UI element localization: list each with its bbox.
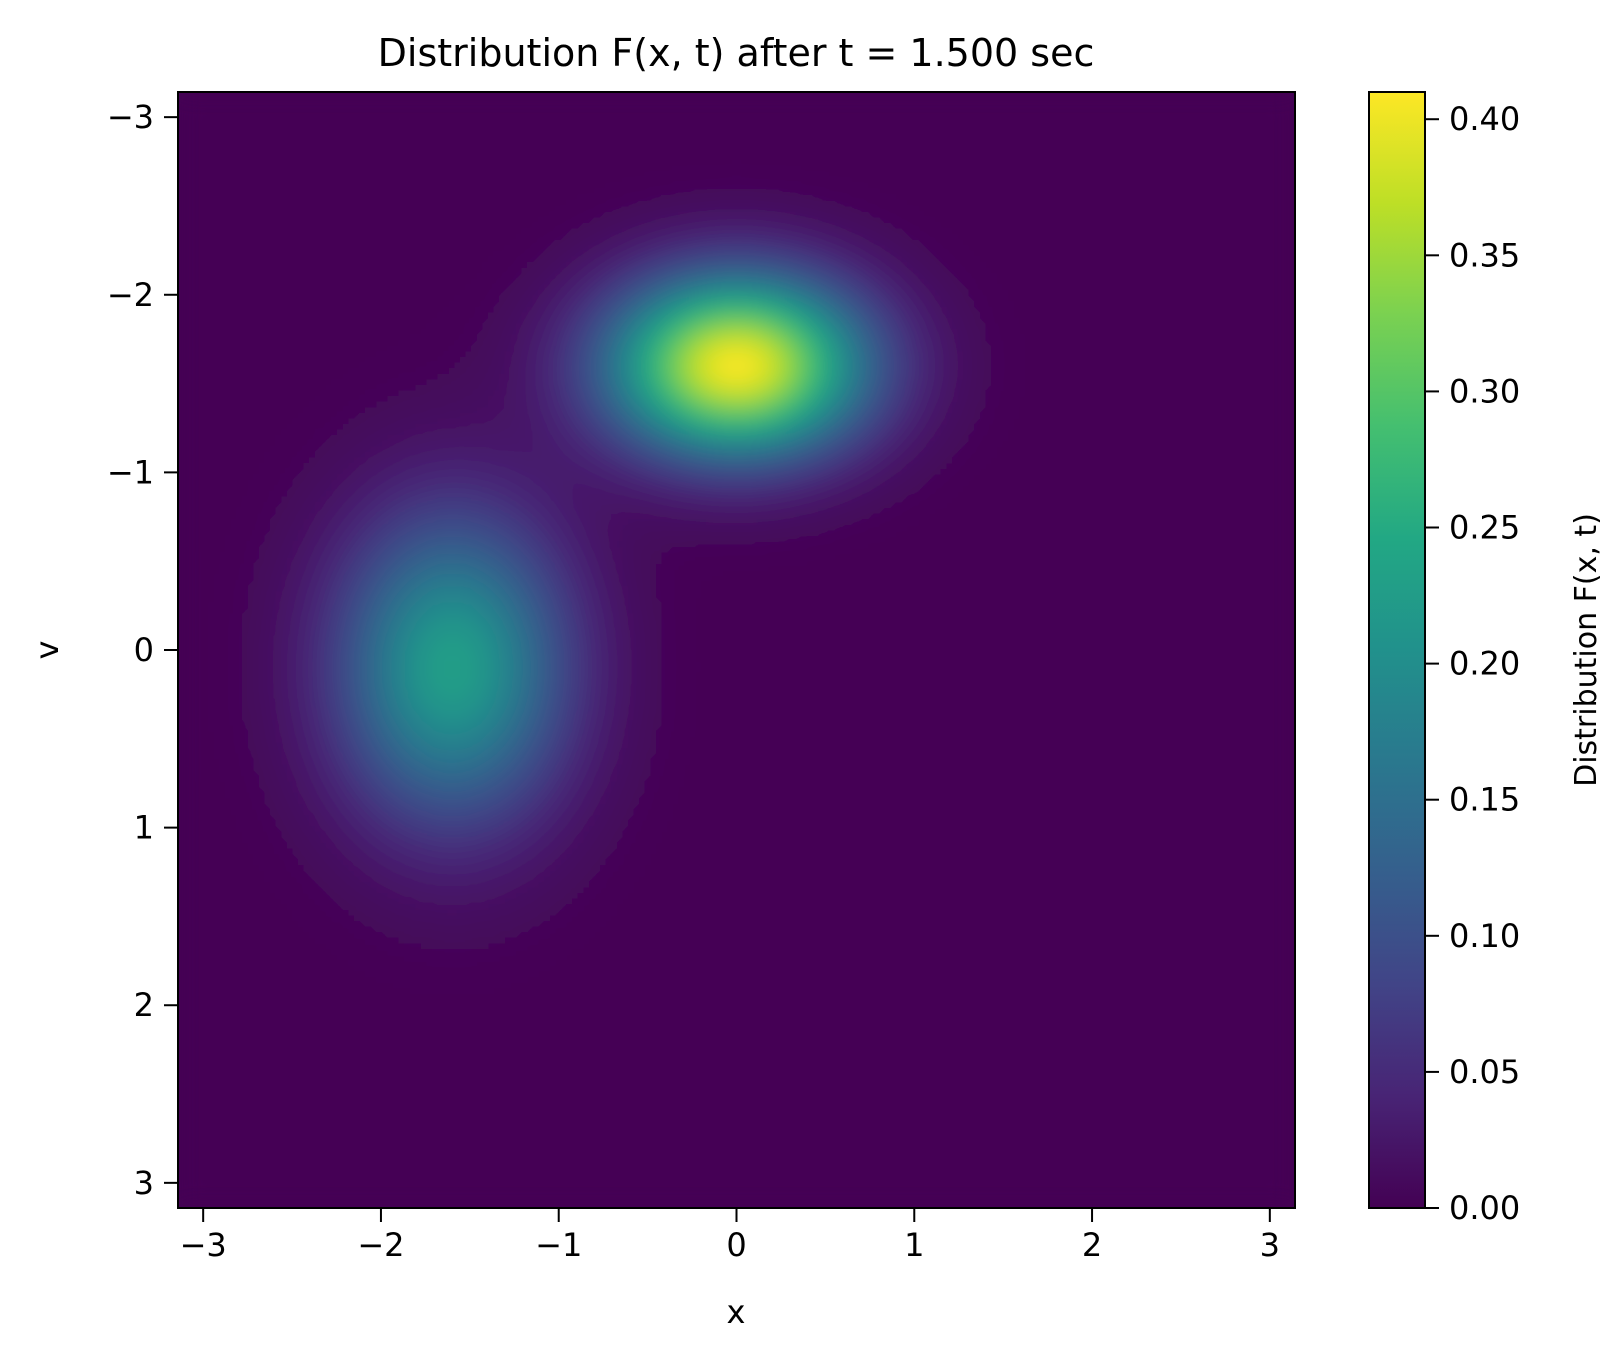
x-tick-label: −2 [357,1226,404,1264]
x-axis-ticks: −3 −2 −1 0 1 2 3 [180,1208,1280,1264]
x-tick-label: −3 [180,1226,227,1264]
colorbar: 0.00 0.05 0.10 0.15 0.20 0.25 0.30 0.35 0.40 Dis… [1368,91,1604,1227]
x-tick-label: 1 [904,1226,924,1264]
y-tick-label: −2 [107,276,154,314]
y-tick-label: −3 [107,98,154,136]
colorbar-tick-label: 0.20 [1449,645,1520,683]
colorbar-ticks: 0.00 0.05 0.10 0.15 0.20 0.25 0.30 0.35 0.40 [1425,100,1520,1227]
heatmap-image [178,92,1295,1208]
colorbar-tick-label: 0.40 [1449,100,1520,138]
y-tick-label: 1 [134,809,154,847]
y-tick-label: 0 [134,631,154,669]
x-tick-label: −1 [535,1226,582,1264]
heatmap [178,92,1295,1208]
colorbar-tick-label: 0.10 [1449,917,1520,955]
colorbar-tick-label: 0.30 [1449,372,1520,410]
y-tick-label: 2 [134,986,154,1024]
colorbar-tick-label: 0.35 [1449,236,1520,274]
colorbar-tick-label: 0.15 [1449,781,1520,819]
colorbar-tick-label: 0.25 [1449,509,1520,547]
colorbar-label: Distribution F(x, t) [1569,513,1604,787]
y-tick-label: −1 [107,453,154,491]
x-axis-label: x [727,1293,746,1331]
y-axis-ticks: −3 −2 −1 0 1 2 3 [107,98,178,1202]
x-tick-label: 2 [1082,1226,1102,1264]
colorbar-tick-label: 0.05 [1449,1053,1520,1091]
x-tick-label: 3 [1260,1226,1280,1264]
chart-title: Distribution F(x, t) after t = 1.500 sec [378,31,1095,75]
y-tick-label: 3 [134,1164,154,1202]
y-axis-label: v [28,641,66,660]
colorbar-tick-label: 0.00 [1449,1189,1520,1227]
x-tick-label: 0 [726,1226,746,1264]
colorbar-gradient [1368,91,1426,1209]
